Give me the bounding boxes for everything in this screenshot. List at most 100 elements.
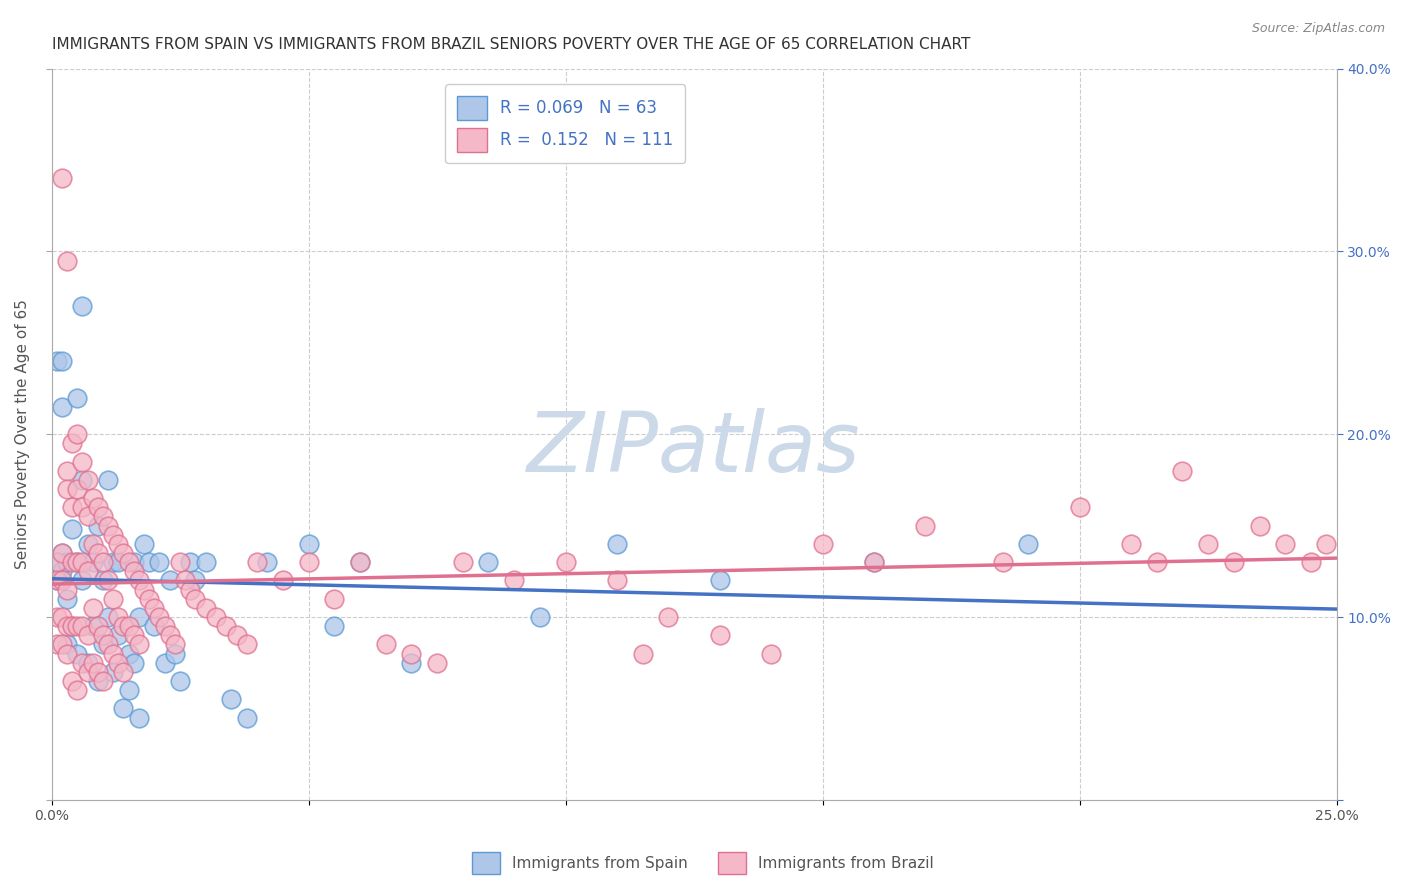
Point — [401, 656, 423, 670]
Point — [122, 656, 145, 670]
Point — [66, 619, 89, 633]
Point — [1171, 464, 1194, 478]
Point — [76, 537, 98, 551]
Point — [1197, 537, 1219, 551]
Point — [87, 518, 110, 533]
Point — [45, 354, 67, 368]
Point — [66, 647, 89, 661]
Point — [271, 574, 294, 588]
Point — [72, 455, 94, 469]
Point — [51, 354, 73, 368]
Point — [761, 647, 783, 661]
Point — [97, 518, 120, 533]
Point — [91, 628, 114, 642]
Point — [56, 591, 79, 606]
Point — [72, 299, 94, 313]
Point — [606, 537, 628, 551]
Point — [205, 610, 228, 624]
Point — [72, 555, 94, 569]
Point — [45, 610, 67, 624]
Point — [87, 665, 110, 679]
Point — [56, 637, 79, 651]
Point — [72, 500, 94, 515]
Point — [1274, 537, 1296, 551]
Point — [91, 555, 114, 569]
Point — [60, 522, 83, 536]
Point — [66, 555, 89, 569]
Point — [1119, 537, 1142, 551]
Point — [97, 610, 120, 624]
Point — [323, 619, 346, 633]
Point — [72, 619, 94, 633]
Point — [66, 683, 89, 698]
Point — [128, 710, 150, 724]
Point — [297, 537, 319, 551]
Point — [82, 619, 104, 633]
Point — [107, 610, 129, 624]
Point — [82, 600, 104, 615]
Point — [117, 647, 139, 661]
Point — [56, 647, 79, 661]
Point — [194, 555, 217, 569]
Point — [122, 628, 145, 642]
Point — [45, 555, 67, 569]
Point — [221, 692, 243, 706]
Point — [117, 683, 139, 698]
Point — [76, 473, 98, 487]
Point — [236, 637, 259, 651]
Point — [215, 619, 238, 633]
Point — [179, 582, 201, 597]
Point — [477, 555, 499, 569]
Point — [128, 610, 150, 624]
Point — [709, 628, 731, 642]
Point — [82, 555, 104, 569]
Point — [174, 574, 197, 588]
Point — [349, 555, 371, 569]
Point — [45, 555, 67, 569]
Point — [631, 647, 654, 661]
Point — [51, 574, 73, 588]
Point — [1299, 555, 1322, 569]
Point — [451, 555, 474, 569]
Point — [132, 537, 155, 551]
Point — [606, 574, 628, 588]
Legend: Immigrants from Spain, Immigrants from Brazil: Immigrants from Spain, Immigrants from B… — [467, 846, 939, 880]
Point — [56, 619, 79, 633]
Point — [863, 555, 886, 569]
Point — [51, 546, 73, 560]
Point — [148, 555, 170, 569]
Point — [169, 555, 191, 569]
Point — [1146, 555, 1168, 569]
Point — [107, 555, 129, 569]
Point — [72, 574, 94, 588]
Point — [117, 555, 139, 569]
Point — [60, 500, 83, 515]
Text: Source: ZipAtlas.com: Source: ZipAtlas.com — [1251, 22, 1385, 36]
Point — [153, 656, 176, 670]
Point — [991, 555, 1014, 569]
Point — [103, 647, 125, 661]
Point — [143, 619, 166, 633]
Point — [323, 591, 346, 606]
Point — [87, 619, 110, 633]
Point — [132, 582, 155, 597]
Point — [107, 628, 129, 642]
Legend: R = 0.069   N = 63, R =  0.152   N = 111: R = 0.069 N = 63, R = 0.152 N = 111 — [446, 85, 685, 163]
Point — [76, 628, 98, 642]
Point — [60, 619, 83, 633]
Point — [72, 656, 94, 670]
Point — [60, 436, 83, 450]
Point — [138, 591, 160, 606]
Point — [1249, 518, 1271, 533]
Point — [97, 637, 120, 651]
Point — [60, 619, 83, 633]
Point — [112, 701, 135, 715]
Point — [554, 555, 576, 569]
Point — [107, 656, 129, 670]
Point — [374, 637, 396, 651]
Point — [503, 574, 526, 588]
Point — [76, 665, 98, 679]
Point — [122, 555, 145, 569]
Point — [82, 656, 104, 670]
Point — [72, 473, 94, 487]
